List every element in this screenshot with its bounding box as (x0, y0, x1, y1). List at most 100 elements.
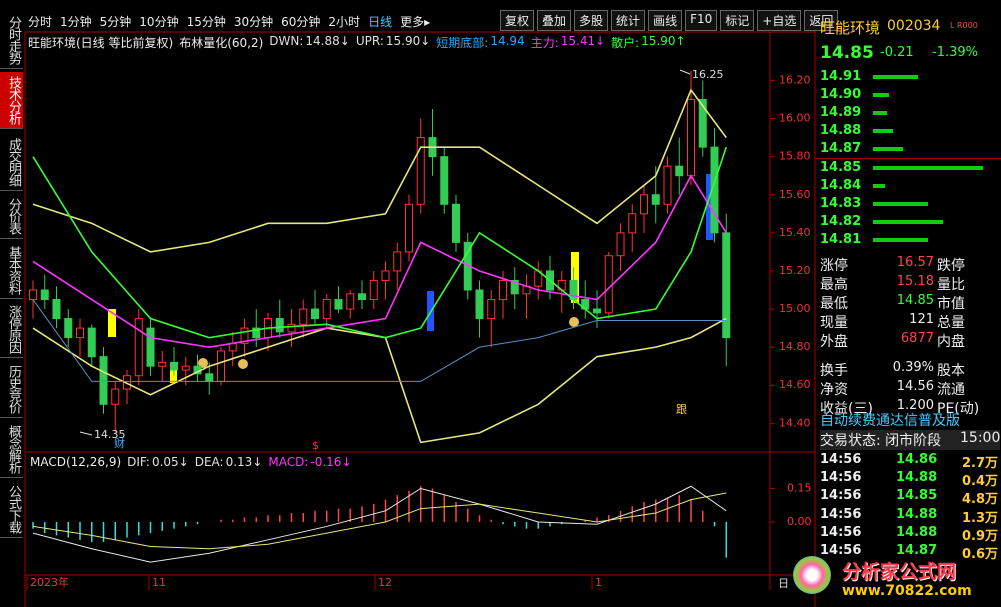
side-tab[interactable]: 历史竞价 (0, 361, 23, 418)
stat-value: 0.39% (892, 359, 934, 375)
toolbar-button[interactable]: 复权 (500, 10, 535, 31)
tick-volume: 0.6万 (962, 547, 999, 562)
y-tick-label: 14.40 (779, 416, 811, 429)
toolbar-button[interactable]: +自选 (757, 10, 802, 31)
candle-body (52, 299, 61, 320)
toolbar-button[interactable]: 叠加 (537, 10, 572, 31)
legend-label: UPR: (355, 34, 384, 48)
book-price: 14.81 (820, 232, 862, 247)
stat-value: 15.18 (896, 274, 934, 289)
depth-bar (873, 238, 928, 242)
date-label: 12 (378, 576, 392, 589)
banner[interactable]: 自动续费通达信普及版 (820, 413, 960, 429)
date-label: 2023年 (30, 575, 69, 589)
book-price: 14.84 (820, 178, 862, 193)
side-tab[interactable]: 涨停原因 (0, 301, 23, 358)
chart-legend: 旺能环境(日线 等比前复权) 布林量化(60,2) DWN: 14.88↓ UPR: 15… (28, 34, 686, 51)
period-tab[interactable]: 10分钟 (139, 14, 179, 29)
chart-marker: $ (312, 439, 319, 452)
legend-label: DEA: (194, 455, 224, 469)
candle-body (722, 232, 731, 339)
tick-time: 14:56 (820, 452, 862, 467)
period-tab[interactable]: 30分钟 (233, 14, 274, 29)
stat-label: 市值 (937, 296, 965, 312)
period-tab[interactable]: 15分钟 (186, 14, 226, 29)
side-tab[interactable]: 基本资料 (0, 242, 23, 299)
candle-body (205, 373, 214, 382)
side-tab[interactable]: 技术分析 (0, 72, 23, 129)
stat-value: 14.56 (896, 378, 934, 394)
side-tab[interactable]: 成交明细 (0, 133, 23, 191)
macd-legend: MACD(12,26,9) DIF: 0.05↓ DEA: 0.13↓ MACD: -0.1… (30, 455, 352, 469)
candle-body (616, 232, 625, 257)
period-tab[interactable]: 日线 (368, 14, 393, 29)
y-tick-label: 15.60 (779, 188, 811, 201)
macd-line (32, 492, 727, 550)
stock-flag: L R000 (950, 21, 978, 30)
candle-body (687, 99, 695, 177)
tick-price: 14.85 (896, 488, 938, 504)
period-tab[interactable]: 1分钟 (60, 14, 92, 29)
tick-time: 14:56 (820, 470, 862, 486)
period-tab[interactable]: 分时 (28, 14, 53, 29)
legend-label: 散户: (611, 36, 640, 50)
period-tab[interactable]: 60分钟 (281, 14, 321, 29)
side-tab[interactable]: 分时走势 (0, 12, 23, 69)
book-price: 14.83 (820, 196, 862, 211)
side-tab[interactable]: 概念解析 (0, 421, 23, 478)
candle-body (111, 388, 120, 405)
candle-body (440, 156, 449, 205)
toolbar-button[interactable]: 统计 (611, 10, 646, 31)
candle-body (287, 323, 296, 333)
toolbar-button[interactable]: 多股 (574, 10, 609, 31)
candle-body (369, 279, 378, 301)
tick-volume: 1.3万 (962, 510, 999, 526)
toolbar-button[interactable]: 返回 (804, 10, 839, 31)
legend-value: -0.16↓ (310, 455, 352, 469)
book-price: 14.85 (820, 160, 862, 175)
toolbar-button[interactable]: 画线 (648, 10, 683, 31)
button-bar: 复权 叠加 多股 统计 画线 F10 标记 +自选 返回 (500, 10, 839, 31)
legend-label: 短期底部: (436, 36, 489, 50)
legend-value: 15.90↓ (385, 34, 431, 48)
leader (679, 69, 691, 75)
side-tab[interactable]: 分价表 (0, 194, 23, 239)
chart-marker: 财 (114, 436, 125, 450)
last-price: 14.85 (820, 43, 874, 63)
period-tab[interactable]: 2小时 (328, 14, 361, 29)
side-tab[interactable]: 公式下载 (0, 481, 23, 538)
stat-value: 121 (909, 312, 934, 327)
legend-label: DWN: (269, 34, 304, 48)
indicator-line (32, 146, 728, 339)
period-tab[interactable]: 更多▸ (400, 14, 431, 29)
trade-status: 交易状态: 闭市阶段 (820, 430, 1000, 450)
indicator-line (32, 299, 727, 382)
status-time: 15:00 (960, 430, 1001, 446)
depth-bar (873, 129, 893, 133)
toolbar-button[interactable]: 标记 (720, 10, 755, 31)
depth-bar (873, 111, 887, 115)
toolbar-button[interactable]: F10 (685, 10, 718, 31)
date-label: 11 (152, 576, 166, 589)
signal-bar (108, 309, 116, 337)
candle-body (510, 279, 519, 295)
legend-value: 0.13↓ (225, 455, 263, 469)
tick-time: 14:56 (820, 524, 862, 540)
candle-body (628, 213, 637, 234)
stat-label: 内盘 (937, 334, 965, 350)
stat-label: 跌停 (937, 258, 965, 274)
tick-volume: 2.7万 (962, 456, 999, 471)
candle-body (452, 203, 460, 243)
low-label: 14.35 (94, 428, 126, 441)
stat-label: 最低 (820, 296, 848, 312)
y-tick-label: 0.00 (787, 515, 812, 528)
candle-body (698, 99, 707, 148)
tick-volume: 0.9万 (962, 528, 999, 544)
depth-bar (873, 93, 889, 97)
candle-body (381, 270, 390, 281)
candle-body (334, 299, 343, 310)
tick-price: 14.88 (896, 524, 938, 540)
tick-time: 14:56 (820, 488, 862, 504)
stat-label: 涨停 (820, 258, 848, 274)
period-tab[interactable]: 5分钟 (99, 14, 132, 29)
